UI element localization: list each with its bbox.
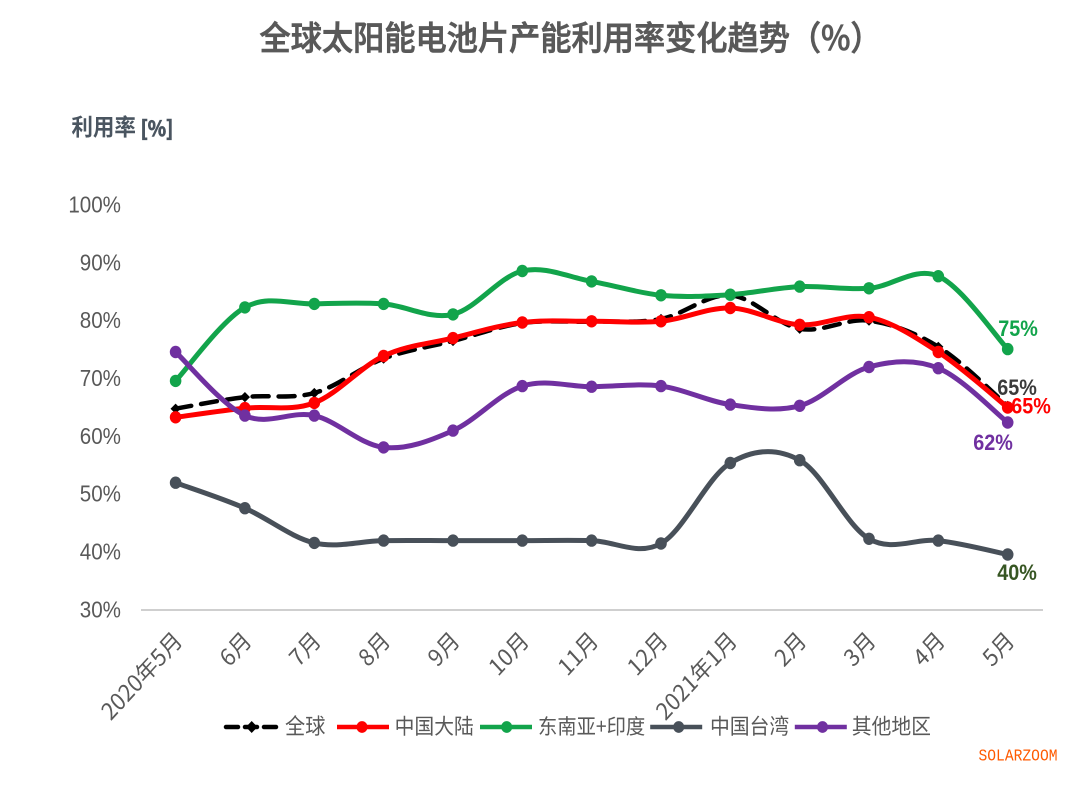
svg-text:90%: 90% — [80, 249, 121, 275]
svg-text:SOLARZOOM: SOLARZOOM — [979, 747, 1058, 766]
svg-text:30%: 30% — [80, 596, 121, 622]
svg-text:65%: 65% — [997, 376, 1037, 400]
svg-text:60%: 60% — [80, 423, 121, 449]
svg-text:40%: 40% — [997, 561, 1037, 585]
svg-text:50%: 50% — [80, 481, 121, 507]
svg-text:62%: 62% — [973, 431, 1013, 455]
svg-text:70%: 70% — [80, 365, 121, 391]
svg-text:100%: 100% — [68, 191, 121, 217]
svg-text:75%: 75% — [998, 317, 1038, 341]
svg-text:40%: 40% — [80, 539, 121, 565]
svg-text:80%: 80% — [80, 307, 121, 333]
svg-text:65%: 65% — [1011, 395, 1051, 419]
